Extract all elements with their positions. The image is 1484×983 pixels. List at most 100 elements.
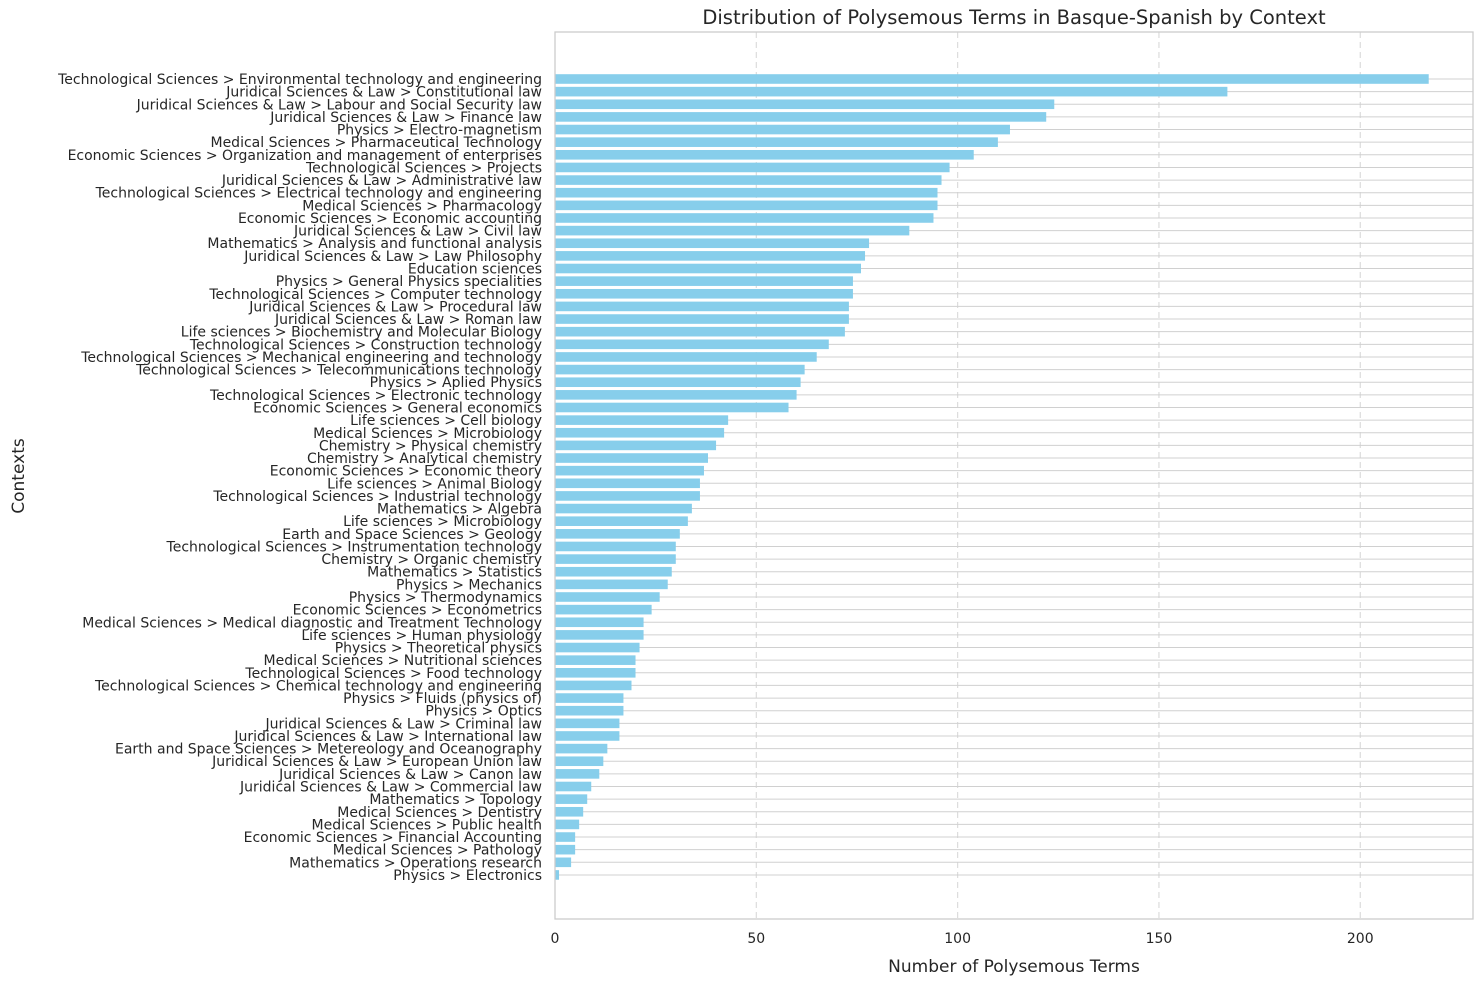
y-tick-label: Technological Sciences > Electronic tech… [209, 388, 542, 404]
bar [555, 225, 910, 236]
y-tick-label: Juridical Sciences & Law > Constitutiona… [225, 85, 542, 101]
bar [555, 516, 688, 526]
bar [555, 99, 1055, 110]
bar [555, 390, 797, 400]
x-tick-label: 150 [1146, 931, 1173, 947]
y-tick-label: Education sciences [408, 262, 542, 278]
y-tick-label: Juridical Sciences & Law > Law Philosoph… [243, 249, 542, 265]
y-tick-label: Technological Sciences > Industrial tech… [212, 489, 542, 505]
bar [555, 427, 725, 438]
bar [555, 769, 600, 779]
y-tick-label: Physics > Mechanics [396, 577, 542, 593]
y-tick-label: Juridical Sciences & Law > Canon law [278, 767, 542, 783]
y-tick-label: Juridical Sciences & Law > Criminal law [264, 716, 542, 732]
y-tick-label: Life sciences > Human physiology [301, 628, 542, 644]
bar [555, 491, 700, 501]
y-tick-label: Juridical Sciences & Law > Roman law [274, 312, 542, 328]
bar [555, 251, 866, 261]
y-tick-label: Physics > Electronics [393, 868, 542, 884]
bar [555, 339, 829, 350]
y-tick-label: Economic Sciences > Economic theory [270, 464, 542, 480]
bar [555, 86, 1228, 97]
y-tick-label: Chemistry > Analytical chemistry [307, 451, 542, 467]
bar [555, 377, 801, 388]
bar [555, 529, 680, 539]
y-tick-label: Technological Sciences > Computer techno… [208, 287, 542, 303]
bar [555, 301, 849, 312]
y-tick-label: Physics > Electro-magnetism [337, 123, 542, 139]
bar [555, 175, 942, 185]
y-tick-label: Medical Sciences > Microbiology [313, 426, 542, 442]
y-tick-label: Medical Sciences > Pathology [333, 843, 542, 859]
x-tick-label: 50 [747, 931, 765, 947]
y-tick-label: Technological Sciences > Chemical techno… [94, 678, 542, 694]
y-tick-label: Economic Sciences > Econometrics [293, 603, 542, 619]
bar [555, 440, 717, 451]
y-tick-label: Medical Sciences > Medical diagnostic an… [82, 615, 542, 631]
bar [555, 112, 1047, 122]
bar [555, 326, 845, 337]
y-tick-label: Technological Sciences > Environmental t… [57, 72, 542, 88]
chart-title: Distribution of Polysemous Terms in Basq… [702, 6, 1326, 29]
y-tick-label: Juridical Sciences & Law > European Unio… [211, 754, 542, 770]
bar [555, 150, 974, 160]
bar [555, 453, 708, 463]
bar [555, 680, 632, 691]
y-tick-label: Physics > Theoretical physics [335, 641, 542, 657]
bar [555, 503, 692, 514]
bar [555, 566, 672, 577]
bar [555, 870, 560, 880]
bar [555, 124, 1010, 135]
x-tick-labels: 0 50 100 150 200 [551, 931, 1374, 947]
y-tick-label: Physics > Optics [425, 704, 542, 720]
bar [555, 415, 729, 425]
y-tick-label: Medical Sciences > Nutritional sciences [264, 653, 542, 669]
y-tick-label: Mathematics > Operations research [289, 855, 542, 871]
bar [555, 718, 620, 729]
bars [555, 74, 1429, 880]
bar [555, 288, 853, 299]
bar [555, 200, 938, 211]
bar [555, 478, 700, 489]
bar [555, 844, 576, 855]
bar [555, 705, 624, 716]
bar [555, 756, 604, 767]
y-tick-label: Technological Sciences > Food technology [244, 666, 542, 682]
bar [555, 630, 644, 640]
bar [555, 794, 588, 804]
bar [555, 806, 584, 817]
bar [555, 693, 624, 703]
y-tick-label: Juridical Sciences & Law > Finance law [269, 110, 542, 126]
y-tick-label: Technological Sciences > Mechanical engi… [80, 350, 542, 366]
x-tick-label: 100 [944, 931, 971, 947]
bar [555, 667, 636, 678]
bar [555, 352, 817, 362]
y-tick-label: Chemistry > Physical chemistry [319, 438, 542, 454]
plot-frame [554, 31, 1474, 920]
y-tick-label: Mathematics > Analysis and functional an… [207, 236, 542, 252]
y-tick-label: Juridical Sciences & Law > Labour and So… [136, 97, 542, 113]
y-tick-label: Mathematics > Algebra [377, 502, 542, 518]
bar [555, 819, 580, 830]
bar [555, 137, 998, 147]
y-tick-label: Physics > Aplied Physics [370, 375, 542, 391]
y-tick-label: Juridical Sciences & Law > International… [233, 729, 542, 745]
y-tick-labels: Technological Sciences > Environmental t… [57, 72, 542, 884]
bar [555, 579, 668, 590]
bar [555, 314, 849, 324]
x-tick-label: 0 [551, 931, 560, 947]
bar [555, 213, 934, 223]
y-tick-label: Physics > Fluids (physics of) [343, 691, 542, 707]
bar [555, 604, 652, 615]
y-tick-label: Economic Sciences > Organization and man… [68, 148, 542, 164]
y-tick-label: Technological Sciences > Instrumentation… [166, 539, 542, 555]
bar [555, 655, 636, 665]
y-tick-label: Life sciences > Cell biology [350, 413, 542, 429]
bar [555, 541, 676, 552]
bar [555, 617, 644, 628]
y-axis-title: Contexts [9, 438, 29, 514]
bar [555, 731, 620, 741]
y-tick-label: Physics > Thermodynamics [349, 590, 542, 606]
y-tick-label: Technological Sciences > Projects [305, 160, 542, 176]
